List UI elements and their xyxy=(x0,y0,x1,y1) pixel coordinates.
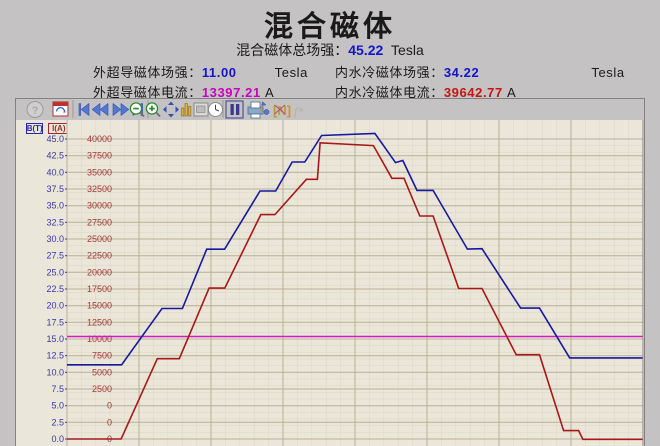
svg-text:32500: 32500 xyxy=(87,184,112,194)
svg-text:35000: 35000 xyxy=(87,167,112,177)
svg-text:2.5: 2.5 xyxy=(51,417,64,427)
svg-text:20.0: 20.0 xyxy=(46,301,64,311)
svg-text:2500: 2500 xyxy=(92,384,112,394)
svg-text:25.0: 25.0 xyxy=(46,267,64,277)
svg-text:10.0: 10.0 xyxy=(46,367,64,377)
svg-text:15000: 15000 xyxy=(87,301,112,311)
svg-text:17500: 17500 xyxy=(87,284,112,294)
svg-text:37.5: 37.5 xyxy=(46,184,64,194)
svg-text:27.5: 27.5 xyxy=(46,251,64,261)
svg-text:42.5: 42.5 xyxy=(46,151,64,161)
svg-text:5000: 5000 xyxy=(92,367,112,377)
svg-text:37500: 37500 xyxy=(87,151,112,161)
svg-text:0: 0 xyxy=(107,417,112,427)
svg-text:40000: 40000 xyxy=(87,134,112,144)
svg-text:7.5: 7.5 xyxy=(51,384,64,394)
svg-text:5.0: 5.0 xyxy=(51,401,64,411)
svg-text:15.0: 15.0 xyxy=(46,334,64,344)
svg-text:0: 0 xyxy=(107,401,112,411)
svg-text:f*: f* xyxy=(294,104,303,118)
svg-text:32.5: 32.5 xyxy=(46,217,64,227)
svg-text:[N]: [N] xyxy=(273,103,291,118)
svg-text:12.5: 12.5 xyxy=(46,351,64,361)
svg-text:25000: 25000 xyxy=(87,234,112,244)
svg-text:30000: 30000 xyxy=(87,201,112,211)
svg-text:10000: 10000 xyxy=(87,334,112,344)
svg-text:20000: 20000 xyxy=(87,267,112,277)
svg-text:40.0: 40.0 xyxy=(46,167,64,177)
svg-text:?: ? xyxy=(32,105,39,117)
svg-text:12500: 12500 xyxy=(87,317,112,327)
svg-text:22500: 22500 xyxy=(87,251,112,261)
svg-text:22.5: 22.5 xyxy=(46,284,64,294)
svg-text:7500: 7500 xyxy=(92,351,112,361)
svg-text:0.0: 0.0 xyxy=(51,434,64,444)
svg-text:30.0: 30.0 xyxy=(46,234,64,244)
svg-text:27500: 27500 xyxy=(87,217,112,227)
svg-text:35.0: 35.0 xyxy=(46,201,64,211)
svg-text:45.0: 45.0 xyxy=(46,134,64,144)
svg-text:17.5: 17.5 xyxy=(46,317,64,327)
